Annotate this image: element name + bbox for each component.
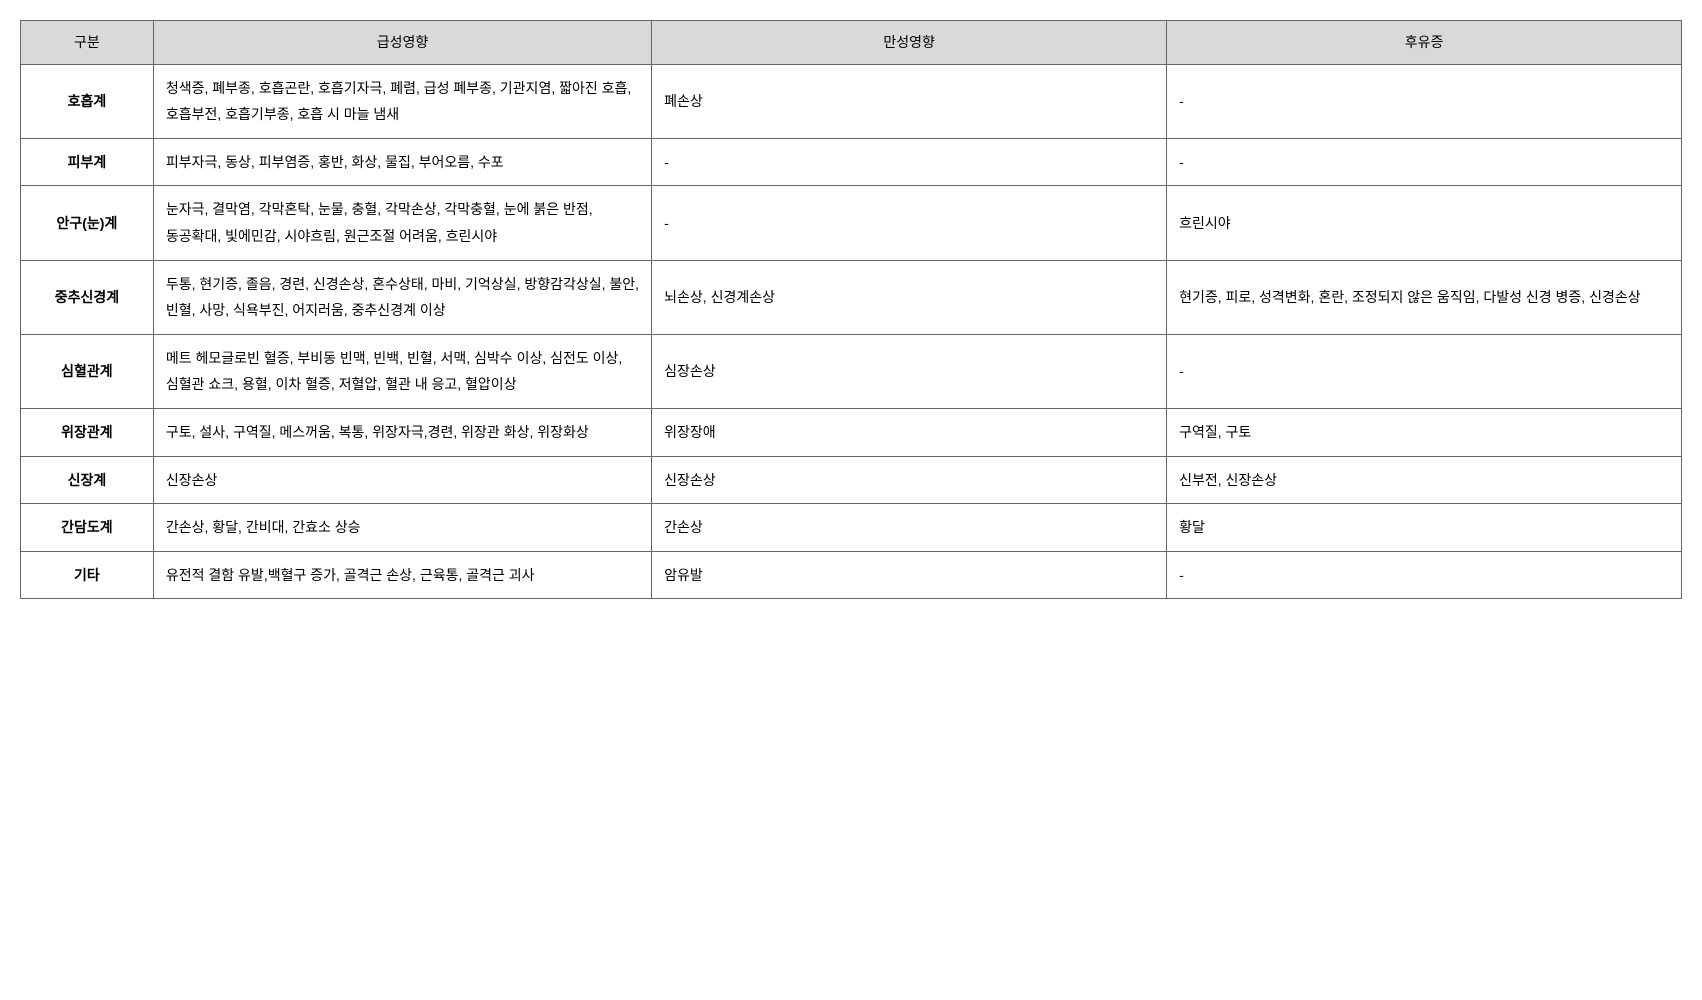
- cell-acute: 신장손상: [153, 456, 651, 504]
- header-chronic: 만성영향: [652, 21, 1167, 65]
- cell-category: 신장계: [21, 456, 154, 504]
- cell-acute: 눈자극, 결막염, 각막혼탁, 눈물, 충혈, 각막손상, 각막충혈, 눈에 붉…: [153, 186, 651, 260]
- cell-category: 중추신경계: [21, 260, 154, 334]
- cell-chronic: 위장장애: [652, 408, 1167, 456]
- cell-acute: 구토, 설사, 구역질, 메스꺼움, 복통, 위장자극,경련, 위장관 화상, …: [153, 408, 651, 456]
- cell-chronic: 심장손상: [652, 334, 1167, 408]
- table-row: 안구(눈)계 눈자극, 결막염, 각막혼탁, 눈물, 충혈, 각막손상, 각막충…: [21, 186, 1682, 260]
- cell-aftereffect: 현기증, 피로, 성격변화, 혼란, 조정되지 않은 움직임, 다발성 신경 병…: [1167, 260, 1682, 334]
- header-acute: 급성영향: [153, 21, 651, 65]
- cell-acute: 두통, 현기증, 졸음, 경련, 신경손상, 혼수상태, 마비, 기억상실, 방…: [153, 260, 651, 334]
- cell-chronic: -: [652, 138, 1167, 186]
- cell-acute: 피부자극, 동상, 피부염증, 홍반, 화상, 물집, 부어오름, 수포: [153, 138, 651, 186]
- table-row: 중추신경계 두통, 현기증, 졸음, 경련, 신경손상, 혼수상태, 마비, 기…: [21, 260, 1682, 334]
- cell-aftereffect: 신부전, 신장손상: [1167, 456, 1682, 504]
- cell-chronic: 간손상: [652, 504, 1167, 552]
- cell-acute: 유전적 결함 유발,백혈구 증가, 골격근 손상, 근육통, 골격근 괴사: [153, 551, 651, 599]
- cell-aftereffect: 구역질, 구토: [1167, 408, 1682, 456]
- cell-category: 위장관계: [21, 408, 154, 456]
- cell-acute: 메트 헤모글로빈 혈증, 부비동 빈맥, 빈백, 빈혈, 서맥, 심박수 이상,…: [153, 334, 651, 408]
- cell-category: 안구(눈)계: [21, 186, 154, 260]
- cell-chronic: 폐손상: [652, 64, 1167, 138]
- cell-category: 심혈관계: [21, 334, 154, 408]
- table-row: 신장계 신장손상 신장손상 신부전, 신장손상: [21, 456, 1682, 504]
- cell-aftereffect: -: [1167, 64, 1682, 138]
- cell-aftereffect: 흐린시야: [1167, 186, 1682, 260]
- table-body: 호흡계 청색증, 폐부종, 호흡곤란, 호흡기자극, 폐렴, 급성 폐부종, 기…: [21, 64, 1682, 599]
- cell-chronic: -: [652, 186, 1167, 260]
- table-row: 간담도계 간손상, 황달, 간비대, 간효소 상승 간손상 황달: [21, 504, 1682, 552]
- cell-acute: 청색증, 폐부종, 호흡곤란, 호흡기자극, 폐렴, 급성 폐부종, 기관지염,…: [153, 64, 651, 138]
- cell-chronic: 암유발: [652, 551, 1167, 599]
- header-category: 구분: [21, 21, 154, 65]
- table-row: 기타 유전적 결함 유발,백혈구 증가, 골격근 손상, 근육통, 골격근 괴사…: [21, 551, 1682, 599]
- cell-aftereffect: -: [1167, 334, 1682, 408]
- cell-aftereffect: -: [1167, 138, 1682, 186]
- cell-aftereffect: 황달: [1167, 504, 1682, 552]
- cell-category: 피부계: [21, 138, 154, 186]
- cell-chronic: 신장손상: [652, 456, 1167, 504]
- cell-category: 기타: [21, 551, 154, 599]
- table-row: 심혈관계 메트 헤모글로빈 혈증, 부비동 빈맥, 빈백, 빈혈, 서맥, 심박…: [21, 334, 1682, 408]
- health-effects-table: 구분 급성영향 만성영향 후유증 호흡계 청색증, 폐부종, 호흡곤란, 호흡기…: [20, 20, 1682, 599]
- cell-category: 간담도계: [21, 504, 154, 552]
- header-aftereffect: 후유증: [1167, 21, 1682, 65]
- cell-aftereffect: -: [1167, 551, 1682, 599]
- table-header: 구분 급성영향 만성영향 후유증: [21, 21, 1682, 65]
- cell-category: 호흡계: [21, 64, 154, 138]
- cell-acute: 간손상, 황달, 간비대, 간효소 상승: [153, 504, 651, 552]
- table-row: 위장관계 구토, 설사, 구역질, 메스꺼움, 복통, 위장자극,경련, 위장관…: [21, 408, 1682, 456]
- table-row: 피부계 피부자극, 동상, 피부염증, 홍반, 화상, 물집, 부어오름, 수포…: [21, 138, 1682, 186]
- table-row: 호흡계 청색증, 폐부종, 호흡곤란, 호흡기자극, 폐렴, 급성 폐부종, 기…: [21, 64, 1682, 138]
- cell-chronic: 뇌손상, 신경계손상: [652, 260, 1167, 334]
